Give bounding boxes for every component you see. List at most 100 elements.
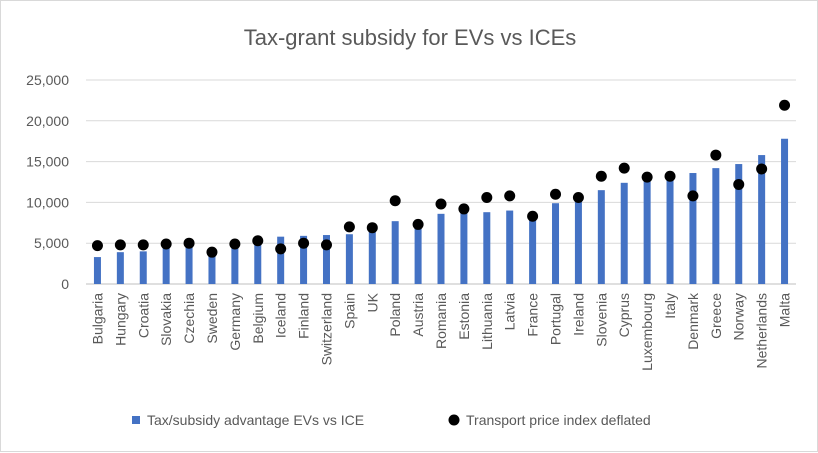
bar — [322, 235, 330, 284]
bar — [620, 182, 628, 284]
legend-swatch-bars — [132, 416, 140, 424]
x-tick-label: Hungary — [112, 293, 128, 346]
data-point — [710, 149, 722, 161]
bar — [185, 246, 193, 284]
legend-label-points: Transport price index deflated — [466, 412, 651, 428]
bar — [666, 178, 674, 284]
data-point — [618, 162, 630, 174]
y-tick-label: 25,000 — [26, 72, 69, 88]
bar — [643, 181, 651, 284]
data-point — [343, 221, 355, 233]
x-tick-label: Romania — [433, 293, 449, 349]
bar — [231, 246, 239, 284]
x-tick-label: Latvia — [502, 293, 518, 331]
bar — [781, 138, 789, 284]
bar — [368, 230, 376, 284]
y-tick-label: 0 — [61, 276, 69, 292]
bar — [758, 155, 766, 284]
y-axis: 0 5,000 10,000 15,000 20,000 25,000 — [26, 72, 69, 292]
data-point — [298, 237, 310, 249]
bar — [414, 222, 422, 284]
legend-label-bars: Tax/subsidy advantage EVs vs ICE — [147, 412, 364, 428]
x-tick-label: Italy — [662, 293, 678, 319]
x-tick-label: Greece — [708, 293, 724, 339]
x-tick-label: Croatia — [135, 293, 151, 338]
x-tick-label: Netherlands — [754, 293, 770, 369]
bar — [437, 213, 445, 284]
data-point — [320, 239, 332, 251]
data-point — [275, 243, 287, 255]
bar — [460, 212, 468, 284]
x-axis: Bulgaria Hungary Croatia Slovakia Czechia Swe… — [89, 292, 792, 371]
bar — [93, 257, 101, 284]
x-tick-label: Norway — [731, 293, 747, 340]
data-point — [733, 178, 745, 190]
bar-series — [93, 138, 789, 284]
bar — [139, 251, 147, 284]
data-point — [114, 239, 126, 251]
x-tick-label: Bulgaria — [89, 293, 105, 345]
data-point — [389, 195, 401, 207]
x-tick-label: Denmark — [685, 292, 701, 350]
bar — [735, 164, 743, 284]
x-tick-label: Slovakia — [158, 293, 174, 346]
x-tick-label: Estonia — [456, 293, 472, 340]
data-point — [481, 192, 493, 204]
data-point — [550, 188, 562, 200]
bar — [597, 190, 605, 284]
data-point — [160, 238, 172, 250]
x-tick-label: Belgium — [250, 293, 266, 344]
x-tick-label: Portugal — [548, 293, 564, 345]
x-tick-label: Austria — [410, 293, 426, 337]
bar — [391, 221, 399, 284]
x-tick-label: Malta — [777, 293, 793, 327]
data-point — [527, 210, 539, 222]
data-point — [504, 190, 516, 202]
bar — [300, 235, 308, 284]
x-tick-label: Spain — [341, 293, 357, 329]
data-point — [412, 218, 424, 230]
bar — [574, 199, 582, 284]
x-tick-label: UK — [364, 292, 380, 312]
legend: Tax/subsidy advantage EVs vs ICE Transpo… — [132, 412, 651, 428]
x-tick-label: Germany — [227, 293, 243, 351]
data-point — [366, 222, 378, 234]
y-tick-label: 15,000 — [26, 154, 69, 170]
bar — [254, 243, 262, 284]
data-point — [206, 246, 218, 258]
bar — [712, 168, 720, 284]
bar — [208, 251, 216, 284]
x-tick-label: Cyprus — [616, 293, 632, 337]
x-tick-label: Finland — [296, 293, 312, 339]
x-tick-label: Czechia — [181, 293, 197, 344]
data-point — [595, 170, 607, 182]
x-tick-label: France — [525, 293, 541, 337]
bar — [345, 234, 353, 284]
x-tick-label: Poland — [387, 293, 403, 337]
bar — [506, 210, 514, 284]
data-point — [252, 235, 264, 247]
bar — [689, 173, 697, 284]
x-tick-label: Lithuania — [479, 293, 495, 350]
x-tick-label: Iceland — [273, 293, 289, 338]
data-point — [229, 238, 241, 250]
data-point — [137, 239, 149, 251]
x-tick-label: Luxembourg — [639, 293, 655, 371]
y-tick-label: 20,000 — [26, 113, 69, 129]
data-point — [687, 190, 699, 202]
x-tick-label: Sweden — [204, 293, 220, 344]
bar — [552, 203, 560, 284]
data-point — [664, 170, 676, 182]
bar — [162, 246, 170, 284]
x-tick-label: Switzerland — [318, 293, 334, 365]
bar — [116, 252, 124, 284]
data-point — [183, 237, 195, 249]
bar — [277, 236, 285, 284]
legend-swatch-points — [448, 414, 460, 426]
point-series — [91, 99, 791, 258]
chart-title: Tax-grant subsidy for EVs vs ICEs — [244, 25, 577, 50]
y-tick-label: 10,000 — [26, 194, 69, 210]
data-point — [435, 198, 447, 210]
